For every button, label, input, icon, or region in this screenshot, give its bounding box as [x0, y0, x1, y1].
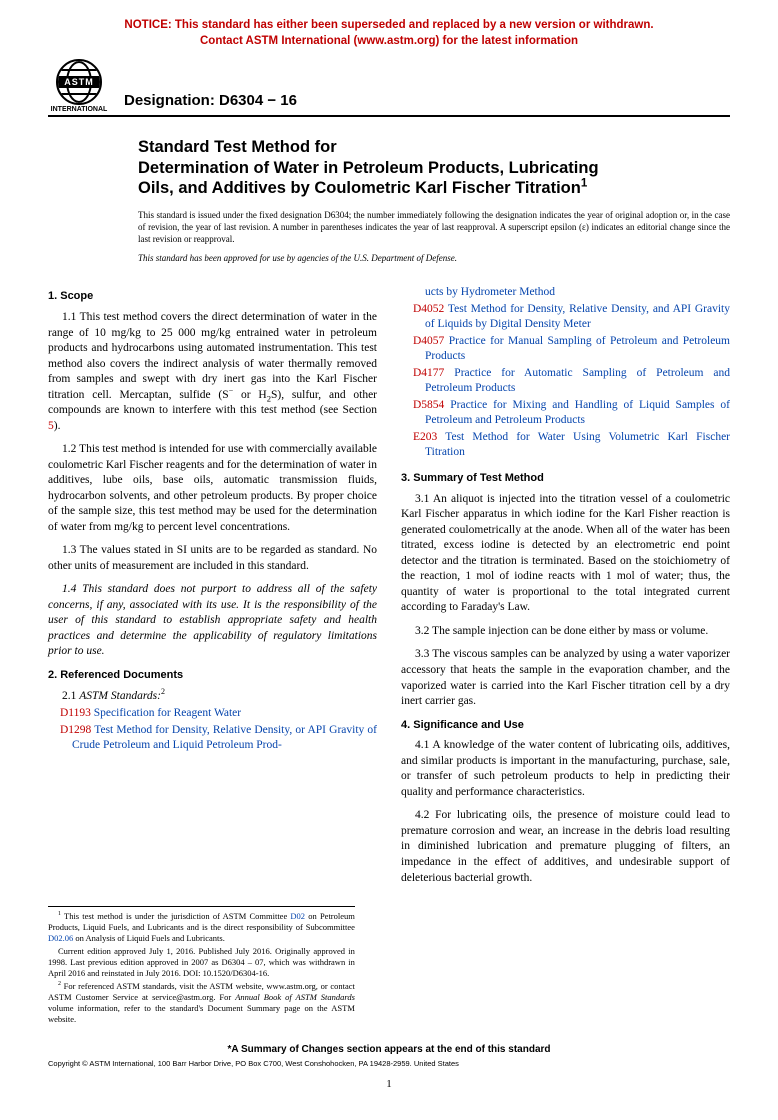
notice-line-1: NOTICE: This standard has either been su… [48, 18, 730, 34]
ref-d5854[interactable]: D5854 Practice for Mixing and Handling o… [401, 398, 730, 429]
section-3-head: 3. Summary of Test Method [401, 471, 730, 486]
title-line-2: Determination of Water in Petroleum Prod… [138, 159, 599, 177]
ref-d4052[interactable]: D4052 Test Method for Density, Relative … [401, 302, 730, 333]
title-line-1: Standard Test Method for [138, 138, 337, 156]
para-1-3: 1.3 The values stated in SI units are to… [48, 543, 377, 574]
para-4-2: 4.2 For lubricating oils, the presence o… [401, 808, 730, 886]
ref-d1298-cont[interactable]: ucts by Hydrometer Method [401, 285, 730, 301]
designation-text: Designation: D6304 − 16 [124, 92, 297, 113]
issuance-note: This standard is issued under the fixed … [138, 209, 730, 245]
summary-of-changes-note: *A Summary of Changes section appears at… [48, 1044, 730, 1055]
ref-d4177[interactable]: D4177 Practice for Automatic Sampling of… [401, 366, 730, 397]
ref-d1298[interactable]: D1298 Test Method for Density, Relative … [48, 723, 377, 754]
body-columns: 1. Scope 1.1 This test method covers the… [48, 285, 730, 894]
logo-subtext: INTERNATIONAL [48, 106, 110, 113]
header-row: ASTM INTERNATIONAL Designation: D6304 − … [48, 59, 730, 117]
footnote-1-edition: Current edition approved July 1, 2016. P… [48, 946, 355, 979]
astm-logo: ASTM INTERNATIONAL [48, 59, 110, 113]
ref-e203[interactable]: E203 Test Method for Water Using Volumet… [401, 430, 730, 461]
globe-icon: ASTM [56, 59, 102, 105]
para-1-1: 1.1 This test method covers the direct d… [48, 310, 377, 434]
para-3-3: 3.3 The viscous samples can be analyzed … [401, 647, 730, 709]
left-column: 1. Scope 1.1 This test method covers the… [48, 285, 377, 894]
notice-banner: NOTICE: This standard has either been su… [48, 18, 730, 49]
page-number: 1 [48, 1078, 730, 1090]
ref-d1193[interactable]: D1193 Specification for Reagent Water [48, 706, 377, 722]
standard-title: Standard Test Method for Determination o… [138, 137, 730, 199]
footnote-1: 1 This test method is under the jurisdic… [48, 911, 355, 944]
section-1-head: 1. Scope [48, 289, 377, 304]
section-4-head: 4. Significance and Use [401, 718, 730, 733]
title-footnote-ref: 1 [581, 178, 587, 190]
committee-d02-link[interactable]: D02 [290, 911, 305, 921]
footnote-2: 2 For referenced ASTM standards, visit t… [48, 981, 355, 1025]
para-4-1: 4.1 A knowledge of the water content of … [401, 738, 730, 800]
para-3-1: 3.1 An aliquot is injected into the titr… [401, 492, 730, 616]
subcommittee-d0206-link[interactable]: D02.06 [48, 933, 73, 943]
title-line-3: Oils, and Additives by Coulometric Karl … [138, 179, 581, 197]
ref-d4057[interactable]: D4057 Practice for Manual Sampling of Pe… [401, 334, 730, 365]
right-column: ucts by Hydrometer Method D4052 Test Met… [401, 285, 730, 894]
para-2-1: 2.1 ASTM Standards:2 [48, 689, 377, 705]
notice-line-2: Contact ASTM International (www.astm.org… [48, 34, 730, 50]
para-1-4: 1.4 This standard does not purport to ad… [48, 582, 377, 660]
para-3-2: 3.2 The sample injection can be done eit… [401, 624, 730, 640]
standard-document-page: NOTICE: This standard has either been su… [0, 0, 778, 1120]
para-1-2: 1.2 This test method is intended for use… [48, 442, 377, 535]
footnotes: 1 This test method is under the jurisdic… [48, 906, 355, 1025]
section-2-head: 2. Referenced Documents [48, 668, 377, 683]
logo-band: ASTM [56, 76, 102, 88]
dod-approval-note: This standard has been approved for use … [138, 253, 730, 263]
copyright-line: Copyright © ASTM International, 100 Barr… [48, 1059, 730, 1068]
